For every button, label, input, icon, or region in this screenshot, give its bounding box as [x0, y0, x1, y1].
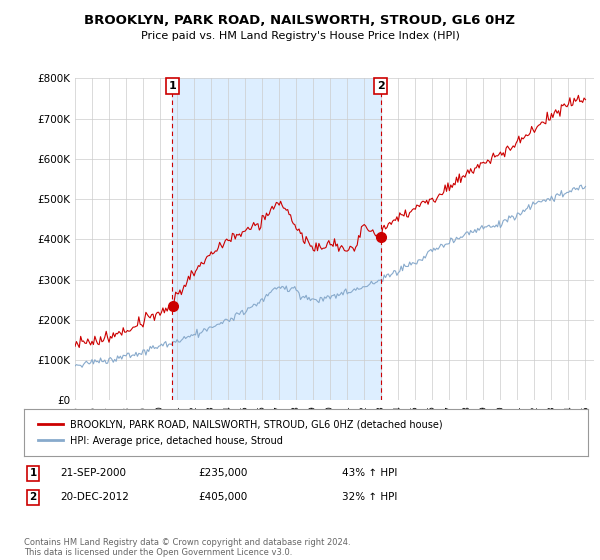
Text: 20-DEC-2012: 20-DEC-2012: [60, 492, 129, 502]
Text: £405,000: £405,000: [198, 492, 247, 502]
Text: 21-SEP-2000: 21-SEP-2000: [60, 468, 126, 478]
Text: 2: 2: [29, 492, 37, 502]
Text: £235,000: £235,000: [198, 468, 247, 478]
Text: 2: 2: [377, 81, 385, 91]
Text: Contains HM Land Registry data © Crown copyright and database right 2024.
This d: Contains HM Land Registry data © Crown c…: [24, 538, 350, 557]
Text: 1: 1: [29, 468, 37, 478]
Text: 32% ↑ HPI: 32% ↑ HPI: [342, 492, 397, 502]
Legend: BROOKLYN, PARK ROAD, NAILSWORTH, STROUD, GL6 0HZ (detached house), HPI: Average : BROOKLYN, PARK ROAD, NAILSWORTH, STROUD,…: [35, 416, 447, 450]
Text: 1: 1: [169, 81, 176, 91]
Text: BROOKLYN, PARK ROAD, NAILSWORTH, STROUD, GL6 0HZ: BROOKLYN, PARK ROAD, NAILSWORTH, STROUD,…: [85, 14, 515, 27]
Bar: [172, 78, 381, 400]
Text: Price paid vs. HM Land Registry's House Price Index (HPI): Price paid vs. HM Land Registry's House …: [140, 31, 460, 41]
Text: 43% ↑ HPI: 43% ↑ HPI: [342, 468, 397, 478]
